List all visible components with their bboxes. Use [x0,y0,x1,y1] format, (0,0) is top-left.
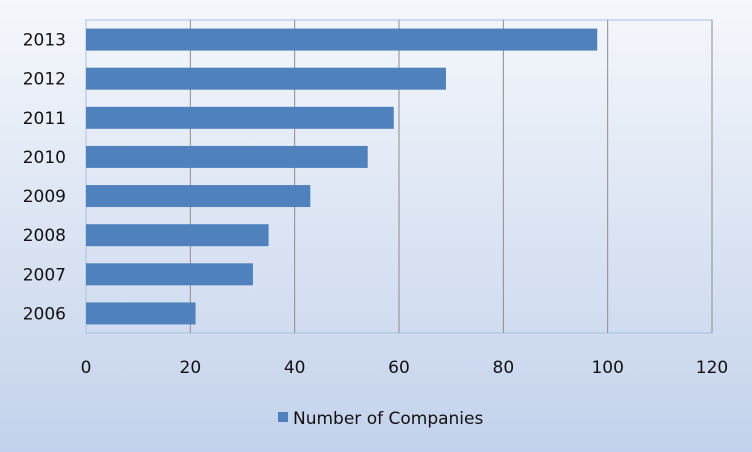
y-tick-label: 2008 [23,226,66,246]
x-tick-label: 120 [696,358,728,378]
x-tick-label: 60 [388,358,410,378]
bar-2011 [86,106,394,129]
y-tick-label: 2011 [23,109,66,129]
bars [86,28,598,325]
y-tick-label: 2013 [23,31,66,51]
y-axis-tick-labels: 2006 2007 2008 2009 2010 2011 2012 2013 [23,31,66,325]
y-tick-label: 2010 [23,148,66,168]
x-tick-label: 20 [180,358,202,378]
y-tick-label: 2009 [23,187,66,207]
x-tick-label: 0 [81,358,92,378]
legend-label: Number of Companies [293,409,483,429]
bar-2007 [86,263,253,286]
x-tick-label: 80 [493,358,515,378]
x-tick-label: 40 [284,358,306,378]
x-tick-label: 100 [591,358,623,378]
y-tick-label: 2006 [23,304,66,324]
bar-2006 [86,302,196,325]
y-tick-label: 2007 [23,265,66,285]
bar-2013 [86,28,598,51]
bar-2012 [86,67,446,90]
x-axis-tick-labels: 0 20 40 60 80 100 120 [81,358,729,378]
bar-2008 [86,224,269,247]
bar-2009 [86,185,311,208]
legend-swatch [278,412,288,422]
y-tick-label: 2012 [23,70,66,90]
legend: Number of Companies [278,409,483,429]
bar-2010 [86,145,368,168]
